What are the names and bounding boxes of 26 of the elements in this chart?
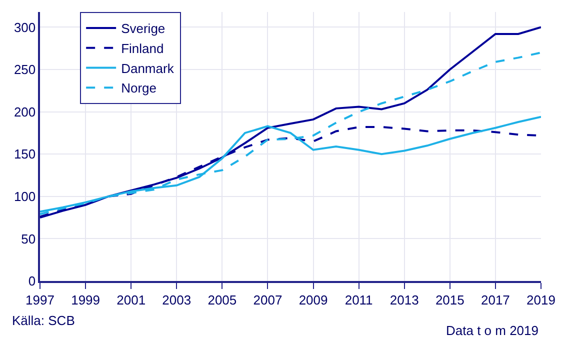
x-tick-label: 2001 [116, 292, 146, 308]
x-tick-label: 2015 [435, 292, 464, 308]
y-tick-label: 300 [14, 20, 36, 35]
y-tick-label: 250 [14, 62, 36, 78]
legend-label: Norge [121, 80, 156, 96]
x-tick-label: 2011 [344, 292, 373, 308]
y-tick-label: 50 [21, 231, 36, 246]
x-tick-label: 1999 [71, 292, 100, 308]
x-tick-label: 1997 [26, 292, 54, 308]
text: Data t o m 2019 [446, 323, 538, 338]
line-series [40, 52, 541, 216]
y-tick-label: 0 [28, 274, 36, 289]
y-tick-label: 100 [14, 188, 36, 204]
x-tick-label: 2013 [390, 292, 419, 308]
text: Källa: SCB [12, 313, 75, 328]
x-tick-label: 2017 [480, 292, 510, 308]
x-tick-label: 2005 [208, 292, 237, 308]
legend-label: Danmark [121, 60, 174, 76]
x-tick-label: 2019 [526, 292, 556, 308]
x-tick-label: 2003 [162, 292, 192, 308]
x-tick-label: 2009 [298, 292, 328, 308]
y-tick-label: 150 [14, 146, 36, 162]
legend-label: Sverige [121, 21, 166, 36]
x-tick-label: 2007 [253, 292, 282, 308]
legend-label: Finland [121, 40, 164, 56]
y-tick-label: 200 [14, 104, 36, 120]
